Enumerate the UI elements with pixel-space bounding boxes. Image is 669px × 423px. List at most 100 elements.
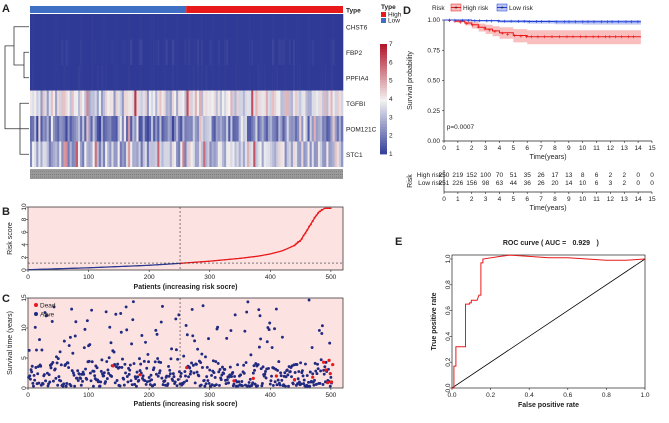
heatmap-cell — [217, 14, 221, 40]
heatmap-cell — [205, 39, 208, 65]
heatmap-cell — [153, 39, 156, 65]
heatmap-cell — [259, 65, 262, 91]
risk-curve-high — [180, 207, 332, 264]
heatmap-cell — [340, 141, 344, 167]
heatmap-cell — [313, 65, 317, 91]
heatmap-cell — [290, 65, 294, 91]
heatmap-cell — [188, 90, 191, 116]
heatmap-cell — [98, 14, 102, 40]
heatmap-cell — [303, 65, 306, 91]
y-tick-label: 2 — [21, 255, 28, 259]
alive-point — [193, 339, 197, 343]
colorbar-segment — [380, 121, 387, 125]
heatmap-cell — [286, 14, 290, 40]
colorbar-segment — [380, 137, 387, 141]
heatmap-cell — [228, 65, 231, 91]
x-tick-label: 100 — [83, 274, 94, 281]
heatmap-cell — [165, 39, 169, 65]
heatmap-cell — [334, 90, 338, 116]
alive-point — [297, 370, 301, 374]
heatmap-cell — [167, 116, 171, 142]
heatmap-cell — [196, 141, 200, 167]
heatmap-row-ppfia4 — [30, 65, 344, 91]
heatmap-cell — [77, 39, 81, 65]
censor-mark — [509, 19, 513, 23]
heatmap-cell — [57, 65, 60, 91]
heatmap-cell — [98, 116, 102, 142]
alive-point — [40, 348, 44, 352]
colorbar-segment — [380, 145, 387, 149]
heatmap-cell — [80, 116, 83, 142]
censor-mark — [557, 35, 561, 39]
heatmap-cell — [211, 65, 214, 91]
heatmap-cell — [338, 14, 342, 40]
heatmap-cell — [194, 65, 198, 91]
censor-mark — [632, 35, 636, 39]
heatmap-cell — [201, 116, 204, 142]
heatmap-cell — [90, 90, 93, 116]
heatmap-cell — [115, 90, 118, 116]
heatmap-cell — [263, 90, 267, 116]
heatmap-cell — [217, 141, 221, 167]
heatmap-cell — [194, 116, 198, 142]
censor-mark — [613, 35, 617, 39]
heatmap-cell — [336, 90, 340, 116]
heatmap-cell — [192, 116, 196, 142]
heatmap-cell — [338, 39, 342, 65]
heatmap-cell — [267, 39, 271, 65]
alive-point — [112, 350, 116, 354]
heatmap-cell — [284, 116, 287, 142]
risk-point — [293, 244, 296, 247]
censor-mark — [629, 20, 633, 24]
heatmap-cell — [288, 65, 292, 91]
alive-point — [125, 328, 129, 332]
heatmap-cell — [92, 141, 95, 167]
heatmap-cell — [52, 65, 56, 91]
heatmap-cell — [340, 14, 344, 40]
heatmap-cell — [253, 141, 256, 167]
heatmap-cell — [336, 39, 340, 65]
colorbar-segment — [380, 107, 387, 111]
alive-point — [221, 365, 224, 369]
heatmap-cell — [121, 65, 125, 91]
table-x-tick-label: 14 — [635, 196, 643, 203]
heatmap-cell — [192, 141, 196, 167]
heatmap-cell — [42, 14, 45, 40]
alive-point — [109, 341, 113, 345]
alive-point — [69, 384, 73, 388]
heatmap-cell — [192, 65, 196, 91]
alive-point — [88, 343, 92, 347]
heatmap-cell — [240, 141, 244, 167]
heatmap-cell — [209, 141, 212, 167]
heatmap-cell — [257, 90, 260, 116]
heatmap-cell — [153, 90, 156, 116]
y-tick-label: 4 — [21, 243, 28, 247]
roc-plot-frame — [451, 254, 646, 389]
x-tick-label: 5 — [512, 145, 516, 152]
alive-point — [47, 373, 51, 377]
heatmap-cell — [113, 141, 116, 167]
heatmap-cell — [75, 141, 79, 167]
heatmap-cell — [151, 14, 154, 40]
heatmap-cell — [144, 116, 148, 142]
colorbar-segment — [380, 77, 387, 81]
heatmap-cell — [282, 65, 285, 91]
heatmap-cell — [309, 14, 312, 40]
table-x-tick-label: 10 — [579, 196, 587, 203]
heatmap-cell — [324, 90, 327, 116]
heatmap-cell — [165, 116, 169, 142]
alive-point — [199, 383, 203, 387]
heatmap-cell — [82, 14, 85, 40]
heatmap-cell — [274, 90, 277, 116]
heatmap-cell — [340, 39, 344, 65]
alive-point — [85, 377, 89, 381]
alive-point — [233, 374, 237, 378]
alive-point — [256, 384, 260, 388]
table-x-tick-label: 5 — [512, 196, 516, 203]
x-tick-label: 1 — [456, 145, 460, 152]
heatmap-cell — [311, 39, 315, 65]
heatmap-cell — [232, 141, 235, 167]
censor-mark — [522, 19, 526, 23]
heatmap-cell — [199, 90, 202, 116]
